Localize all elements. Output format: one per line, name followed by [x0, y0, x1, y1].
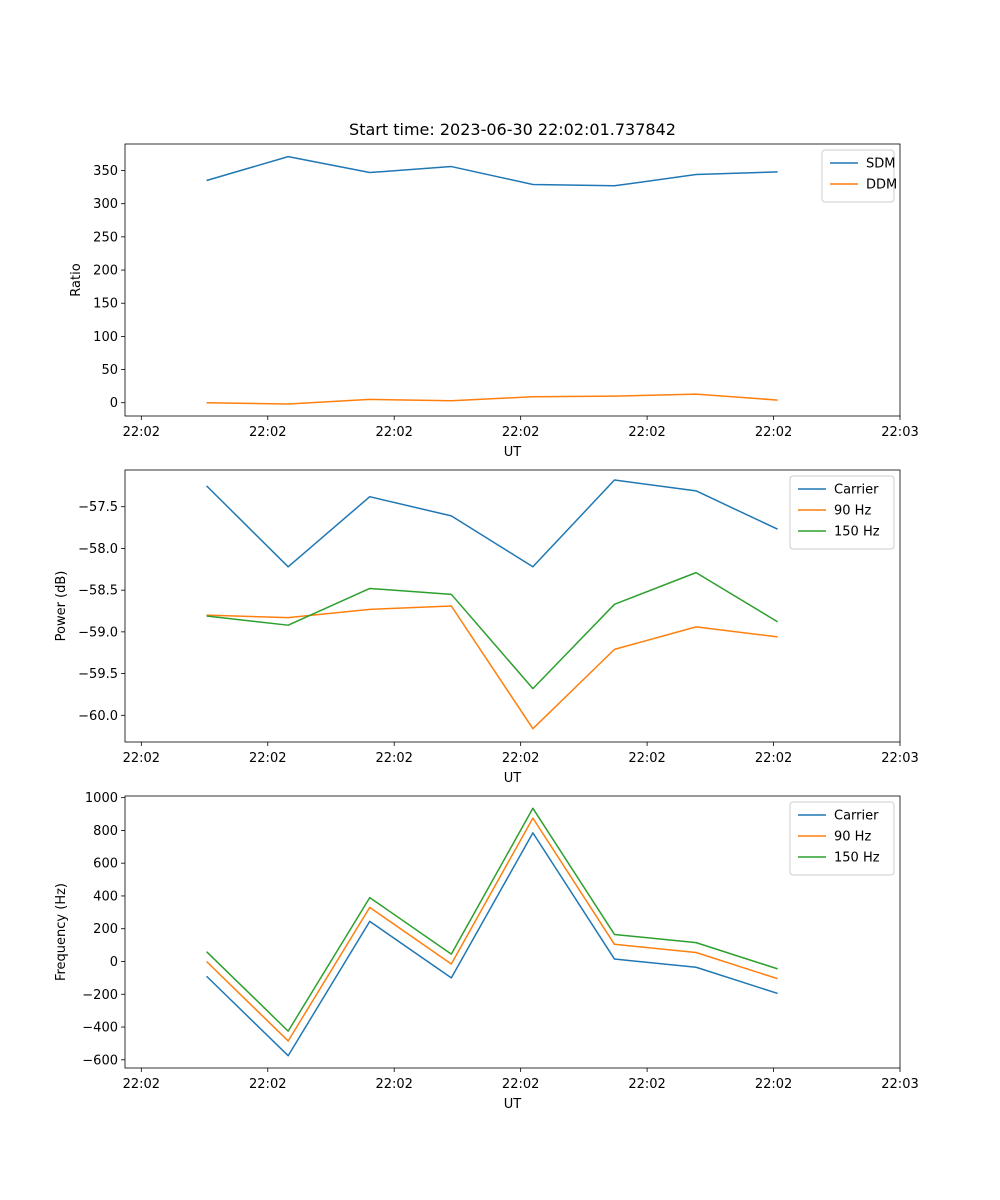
- ratio-legend-label-ddm: DDM: [866, 178, 897, 193]
- ratio-x-tick-label: 22:02: [502, 425, 539, 440]
- power-series-90-hz-line: [206, 605, 778, 730]
- power-y-tick-label: −59.5: [78, 667, 118, 682]
- frequency-panel: −600 −400 −200 0 200 400 600 800 1000 22:02 22:02 2…: [54, 791, 919, 1112]
- ratio-series-ddm-line: [206, 393, 778, 405]
- power-x-tick-label: 22:02: [375, 751, 412, 766]
- frequency-axes-frame: [124, 795, 901, 1069]
- frequency-legend-label-carrier: Carrier: [834, 809, 879, 824]
- power-legend: Carrier 90 Hz 150 Hz: [789, 475, 895, 550]
- frequency-y-tick-label: −200: [82, 988, 118, 1003]
- frequency-series-150-hz-line: [206, 807, 778, 1032]
- frequency-legend-label-90-hz: 90 Hz: [834, 830, 871, 845]
- frequency-y-axis-label: Frequency (Hz): [54, 883, 69, 981]
- power-y-axis-label: Power (dB): [54, 571, 69, 642]
- frequency-y-tick-label: 800: [93, 824, 118, 839]
- power-y-tick-label: −58.0: [78, 542, 118, 557]
- power-panel: −60.0 −59.5 −59.0 −58.5 −58.0 −57.5 22:02 22:02…: [54, 469, 919, 786]
- ratio-y-tick-label: 100: [93, 330, 118, 345]
- frequency-y-tick-label: 200: [93, 922, 118, 937]
- frequency-series-90-hz-line: [206, 817, 778, 1042]
- ratio-x-axis-label: UT: [504, 445, 522, 460]
- power-x-tick-label: 22:02: [628, 751, 665, 766]
- ratio-y-axis-label: Ratio: [69, 263, 84, 296]
- power-series-150-hz-line: [206, 571, 779, 690]
- frequency-y-tick-label: 400: [93, 889, 118, 904]
- frequency-x-tick-label: 22:02: [502, 1077, 539, 1092]
- frequency-x-tick-label: 22:02: [375, 1077, 412, 1092]
- power-axes-frame: [124, 469, 901, 743]
- ratio-x-tick-label: 22:03: [881, 425, 918, 440]
- frequency-x-axis-label: UT: [504, 1097, 522, 1112]
- frequency-x-tick-label: 22:02: [755, 1077, 792, 1092]
- frequency-y-tick-label: −400: [82, 1021, 118, 1036]
- ratio-y-tick-label: 250: [93, 230, 118, 245]
- figure-title: Start time: 2023-06-30 22:02:01.737842: [349, 120, 676, 139]
- power-x-axis-label: UT: [504, 771, 522, 786]
- power-legend-label-150-hz: 150 Hz: [834, 525, 880, 540]
- ratio-x-tick-label: 22:02: [628, 425, 665, 440]
- power-y-tick-label: −57.5: [78, 500, 118, 515]
- frequency-y-tick-label: −600: [82, 1053, 118, 1068]
- power-x-tick-label: 22:02: [502, 751, 539, 766]
- ratio-axes-frame: [124, 143, 901, 417]
- ratio-y-tick-label: 200: [93, 264, 118, 279]
- ratio-y-tick-label: 300: [93, 197, 118, 212]
- frequency-y-tick-label: 1000: [85, 791, 118, 806]
- ratio-panel: 0 50 100 150 200 250 300 350 22:02 22:02 22:02 22:0…: [69, 143, 919, 460]
- ratio-series-sdm-line: [206, 155, 778, 187]
- ratio-x-tick-label: 22:02: [249, 425, 286, 440]
- frequency-legend: Carrier 90 Hz 150 Hz: [789, 801, 895, 876]
- ratio-x-tick-label: 22:02: [123, 425, 160, 440]
- ratio-x-tick-label: 22:02: [375, 425, 412, 440]
- ratio-y-tick-label: 150: [93, 297, 118, 312]
- frequency-x-tick-label: 22:03: [881, 1077, 918, 1092]
- power-x-tick-label: 22:02: [755, 751, 792, 766]
- frequency-legend-label-150-hz: 150 Hz: [834, 851, 880, 866]
- frequency-x-tick-label: 22:02: [628, 1077, 665, 1092]
- ratio-x-tick-label: 22:02: [755, 425, 792, 440]
- ratio-y-tick-label: 0: [110, 396, 118, 411]
- frequency-x-tick-label: 22:02: [249, 1077, 286, 1092]
- power-x-tick-label: 22:03: [881, 751, 918, 766]
- frequency-x-tick-label: 22:02: [123, 1077, 160, 1092]
- power-legend-label-90-hz: 90 Hz: [834, 504, 871, 519]
- ratio-y-tick-label: 50: [101, 363, 118, 378]
- ratio-legend: SDM DDM: [821, 149, 897, 203]
- frequency-y-tick-label: 600: [93, 857, 118, 872]
- ratio-legend-label-sdm: SDM: [866, 157, 895, 172]
- power-x-tick-label: 22:02: [249, 751, 286, 766]
- frequency-y-tick-label: 0: [110, 955, 118, 970]
- power-legend-label-carrier: Carrier: [834, 483, 879, 498]
- power-x-tick-label: 22:02: [123, 751, 160, 766]
- power-series-carrier-line: [206, 479, 778, 568]
- power-y-tick-label: −59.0: [78, 625, 118, 640]
- power-y-tick-label: −58.5: [78, 584, 118, 599]
- ratio-y-tick-label: 350: [93, 164, 118, 179]
- frequency-series-carrier-line: [206, 832, 778, 1057]
- power-y-tick-label: −60.0: [78, 709, 118, 724]
